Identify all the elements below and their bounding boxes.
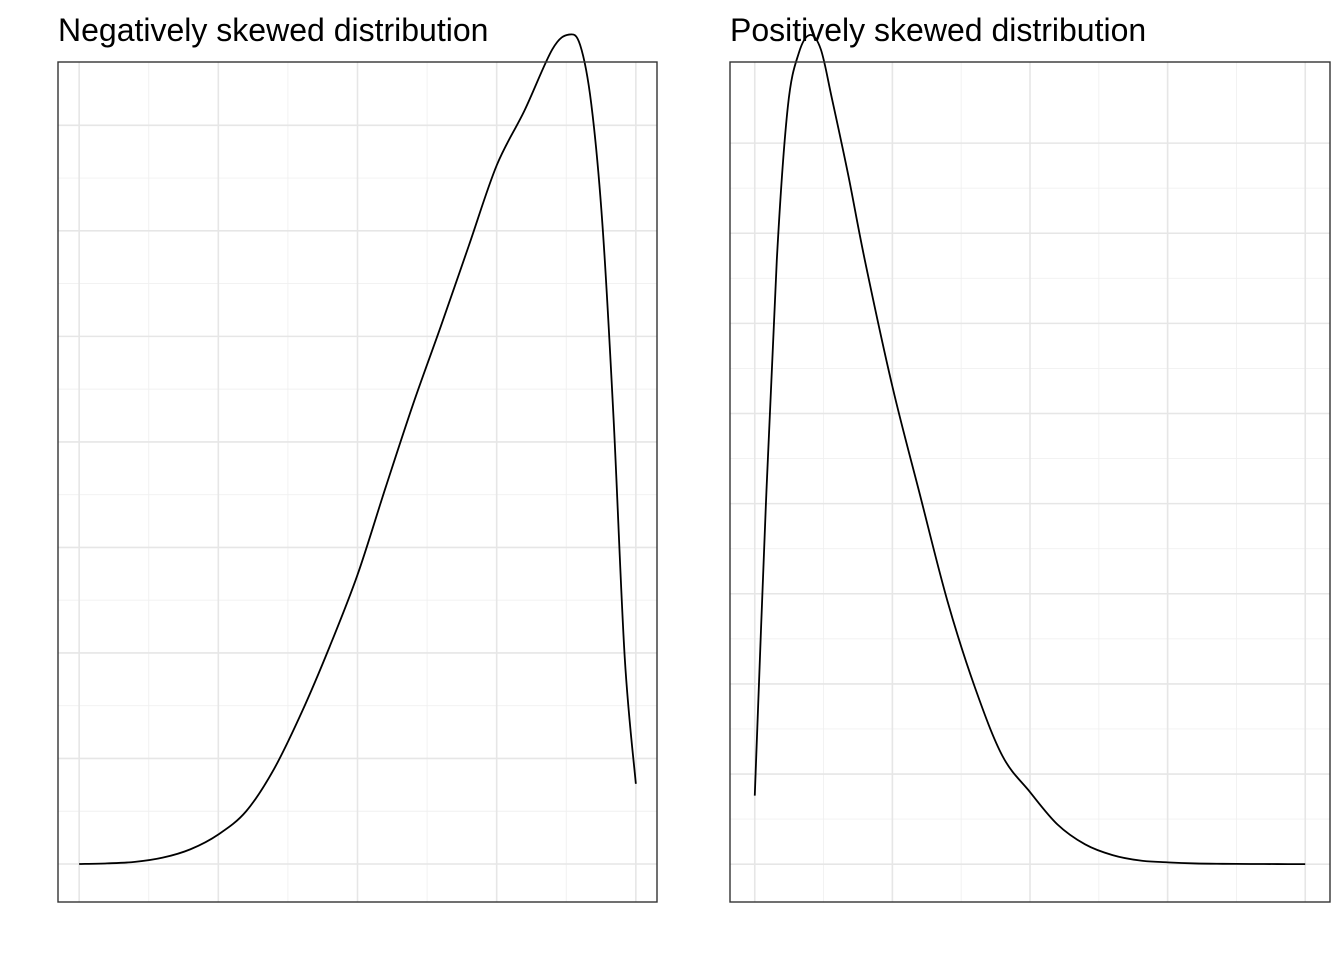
density-curve-negative: [79, 33, 637, 865]
panel-border-negative: [57, 61, 658, 903]
curve-layer-positive: [753, 34, 1306, 866]
panel-positive-skew: Positively skewed distribution: [729, 12, 1331, 903]
gridlines-negative: [58, 62, 657, 902]
panel-title-negative: Negatively skewed distribution: [58, 12, 488, 48]
curve-layer-negative: [79, 33, 637, 865]
panel-border-positive: [729, 61, 1331, 903]
panel-title-positive: Positively skewed distribution: [730, 12, 1146, 48]
density-curve-positive: [753, 34, 1306, 866]
gridlines-positive: [730, 62, 1330, 902]
panel-negative-skew: Negatively skewed distribution: [57, 12, 658, 903]
